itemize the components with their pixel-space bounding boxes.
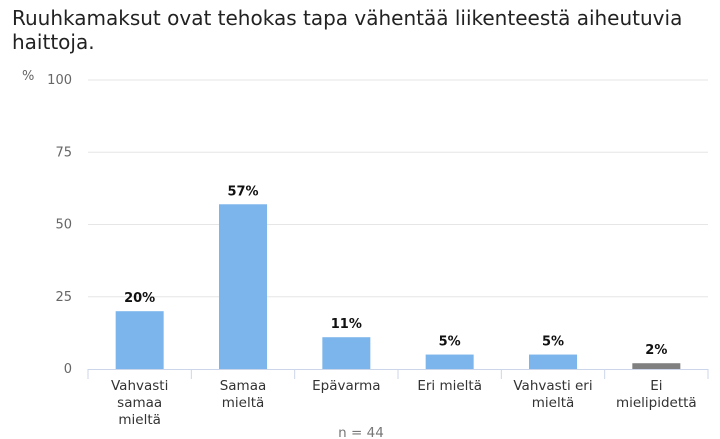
y-tick-label: 0: [64, 362, 72, 377]
y-axis-ticks: 0 25 50 75 100: [47, 73, 72, 377]
chart-title: Ruuhkamaksut ovat tehokas tapa vähentää …: [12, 6, 683, 54]
y-tick-label: 50: [55, 218, 72, 233]
y-tick-label: 25: [55, 290, 72, 305]
data-label: 57%: [227, 184, 258, 199]
y-axis-label: %: [22, 69, 34, 84]
bar: [632, 363, 681, 369]
data-label: 5%: [439, 335, 461, 350]
bar: [322, 337, 371, 369]
sample-size-note: n = 44: [338, 425, 384, 439]
data-label: 5%: [542, 335, 564, 350]
category-label: Epävarma: [312, 378, 380, 394]
bar: [115, 311, 164, 369]
bar: [219, 204, 267, 369]
data-label: 2%: [645, 343, 667, 358]
bars: [115, 204, 681, 369]
category-label: Samaa mieltä: [220, 378, 267, 411]
category-label: Eri mieltä: [417, 378, 482, 394]
y-tick-label: 75: [55, 145, 72, 160]
x-axis: [87, 369, 709, 379]
grid-lines: [88, 79, 708, 298]
category-label: Ei mielipidettä: [616, 378, 697, 411]
data-labels: 20% 57% 11% 5% 5% 2%: [124, 184, 667, 358]
category-label: Vahvasti samaa mieltä: [111, 378, 168, 428]
bar: [425, 354, 474, 369]
category-labels: Vahvasti samaa mieltä Samaa mieltä Epävarma Er…: [111, 378, 697, 428]
data-label: 11%: [331, 317, 362, 332]
data-label: 20%: [124, 291, 155, 306]
y-tick-label: 100: [47, 73, 72, 88]
category-label: Vahvasti eri mieltä: [513, 378, 592, 411]
bar: [529, 354, 577, 369]
